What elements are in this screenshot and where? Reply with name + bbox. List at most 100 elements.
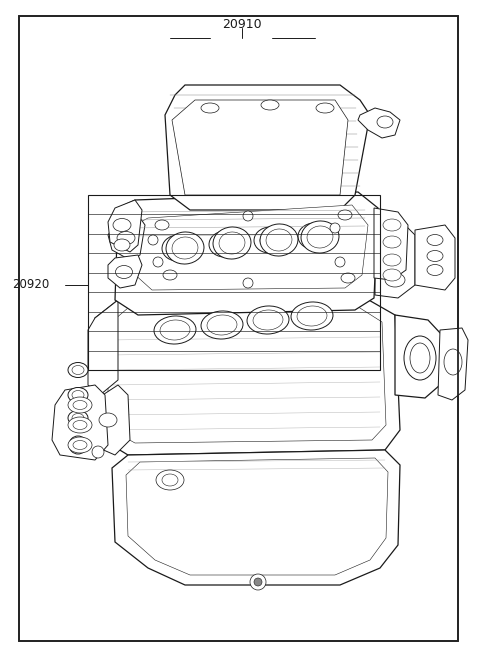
Ellipse shape xyxy=(383,269,401,281)
Ellipse shape xyxy=(163,270,177,280)
Ellipse shape xyxy=(73,420,87,430)
Circle shape xyxy=(153,257,163,267)
Polygon shape xyxy=(52,385,108,460)
Polygon shape xyxy=(108,303,386,443)
Polygon shape xyxy=(88,300,118,395)
Ellipse shape xyxy=(68,397,92,413)
Ellipse shape xyxy=(219,232,245,254)
Polygon shape xyxy=(438,328,468,400)
Polygon shape xyxy=(165,85,370,210)
Ellipse shape xyxy=(68,411,88,426)
Ellipse shape xyxy=(201,311,243,339)
Polygon shape xyxy=(108,255,142,288)
Text: 20920: 20920 xyxy=(12,279,49,292)
Text: 20910: 20910 xyxy=(222,18,262,31)
Ellipse shape xyxy=(72,413,84,422)
Ellipse shape xyxy=(291,302,333,330)
Ellipse shape xyxy=(162,235,194,261)
Ellipse shape xyxy=(385,258,405,272)
Bar xyxy=(88,195,380,370)
Ellipse shape xyxy=(253,310,283,330)
Polygon shape xyxy=(415,225,455,290)
Ellipse shape xyxy=(298,223,330,249)
Ellipse shape xyxy=(404,336,436,380)
Circle shape xyxy=(92,446,104,458)
Ellipse shape xyxy=(247,306,289,334)
Ellipse shape xyxy=(201,103,219,113)
Ellipse shape xyxy=(114,239,130,251)
Ellipse shape xyxy=(427,235,443,246)
Ellipse shape xyxy=(261,100,279,110)
Ellipse shape xyxy=(156,470,184,490)
Ellipse shape xyxy=(72,390,84,399)
Ellipse shape xyxy=(172,237,198,259)
Polygon shape xyxy=(118,195,380,300)
Ellipse shape xyxy=(297,306,327,326)
Circle shape xyxy=(243,278,253,288)
Polygon shape xyxy=(108,200,142,252)
Polygon shape xyxy=(112,450,400,585)
Ellipse shape xyxy=(168,240,188,256)
Ellipse shape xyxy=(166,232,204,264)
Ellipse shape xyxy=(427,250,443,261)
Ellipse shape xyxy=(72,365,84,374)
Ellipse shape xyxy=(154,316,196,344)
Polygon shape xyxy=(395,315,442,398)
Ellipse shape xyxy=(341,273,355,283)
Ellipse shape xyxy=(444,349,462,375)
Ellipse shape xyxy=(260,224,298,256)
Polygon shape xyxy=(88,385,130,455)
Ellipse shape xyxy=(160,320,190,340)
Ellipse shape xyxy=(73,401,87,409)
Ellipse shape xyxy=(68,388,88,403)
Circle shape xyxy=(330,223,340,233)
Ellipse shape xyxy=(73,440,87,449)
Ellipse shape xyxy=(113,219,131,231)
Circle shape xyxy=(335,257,345,267)
Ellipse shape xyxy=(254,227,286,253)
Ellipse shape xyxy=(209,231,241,257)
Polygon shape xyxy=(126,458,388,575)
Circle shape xyxy=(250,574,266,590)
Ellipse shape xyxy=(68,417,92,433)
Ellipse shape xyxy=(427,265,443,275)
Polygon shape xyxy=(108,215,145,260)
Ellipse shape xyxy=(162,474,178,486)
Ellipse shape xyxy=(377,116,393,128)
Polygon shape xyxy=(95,295,400,455)
Polygon shape xyxy=(358,108,400,138)
Ellipse shape xyxy=(99,413,117,427)
Ellipse shape xyxy=(155,220,169,230)
Ellipse shape xyxy=(410,343,430,373)
Circle shape xyxy=(148,235,158,245)
Circle shape xyxy=(73,440,83,450)
Ellipse shape xyxy=(68,437,92,453)
Ellipse shape xyxy=(304,228,324,244)
Ellipse shape xyxy=(385,273,405,287)
Ellipse shape xyxy=(385,225,405,239)
Ellipse shape xyxy=(385,241,405,255)
Ellipse shape xyxy=(68,363,88,378)
Polygon shape xyxy=(132,205,368,290)
Polygon shape xyxy=(375,215,415,298)
Ellipse shape xyxy=(307,226,333,248)
Polygon shape xyxy=(172,100,348,195)
Ellipse shape xyxy=(213,227,251,259)
Circle shape xyxy=(69,436,87,454)
Ellipse shape xyxy=(260,232,280,248)
Ellipse shape xyxy=(117,231,135,244)
Ellipse shape xyxy=(215,236,235,252)
Polygon shape xyxy=(374,208,408,280)
Ellipse shape xyxy=(338,210,352,220)
Ellipse shape xyxy=(301,221,339,253)
Ellipse shape xyxy=(383,254,401,266)
Circle shape xyxy=(254,578,262,586)
Ellipse shape xyxy=(116,265,132,279)
Circle shape xyxy=(243,211,253,221)
Polygon shape xyxy=(115,192,378,315)
Ellipse shape xyxy=(266,229,292,251)
Ellipse shape xyxy=(383,219,401,231)
Ellipse shape xyxy=(383,236,401,248)
Ellipse shape xyxy=(316,103,334,113)
Ellipse shape xyxy=(207,315,237,335)
